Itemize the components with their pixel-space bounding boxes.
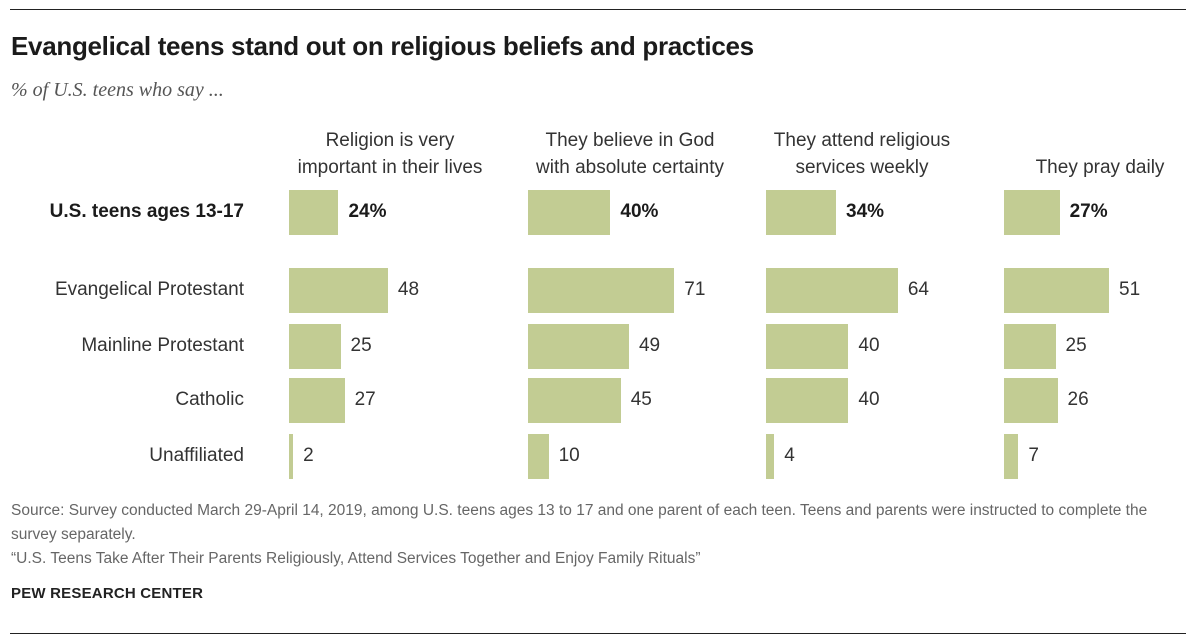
row-label: Evangelical Protestant: [54, 279, 244, 300]
bar: [1004, 378, 1058, 423]
data-label: 24%: [348, 201, 387, 222]
bar: [1004, 268, 1110, 313]
data-label: 7: [1028, 445, 1039, 466]
data-label: 27%: [1069, 201, 1108, 222]
bar: [1004, 190, 1060, 235]
data-label: 40: [858, 335, 880, 356]
data-label: 4: [784, 445, 795, 466]
data-label: 40: [858, 389, 880, 410]
column-header-2: They believe in God with absolute certai…: [536, 130, 724, 178]
data-label: 40%: [620, 201, 659, 222]
column-header-3: They attend religious services weekly: [773, 130, 951, 178]
data-label: 2: [303, 445, 314, 466]
data-label: 25: [1065, 335, 1087, 356]
data-label: 71: [684, 279, 706, 300]
row-label: Catholic: [175, 389, 244, 410]
bar: [1004, 324, 1056, 369]
bar: [289, 324, 341, 369]
bar: [766, 268, 898, 313]
report-title: “U.S. Teens Take After Their Parents Rel…: [11, 550, 701, 567]
data-label: 51: [1119, 279, 1141, 300]
bottom-rule: [10, 633, 1186, 634]
data-label: 34%: [846, 201, 885, 222]
data-label: 45: [630, 389, 652, 410]
column-header-1: Religion is very important in their live…: [297, 130, 483, 178]
bar: [528, 190, 611, 235]
column-header-4: They pray daily: [1035, 157, 1165, 178]
data-label: 25: [350, 335, 372, 356]
bar: [766, 324, 849, 369]
bar: [766, 190, 837, 235]
source-note: Source: Survey conducted March 29-April …: [11, 499, 1181, 571]
bar: [766, 434, 775, 479]
row-label: Mainline Protestant: [81, 335, 244, 356]
bar: [289, 434, 294, 479]
bar: [528, 378, 621, 423]
data-label: 49: [638, 335, 661, 356]
data-label: 64: [907, 279, 929, 300]
bar: [289, 190, 339, 235]
bar: [289, 268, 388, 313]
row-label: U.S. teens ages 13-17: [49, 201, 244, 222]
brand-label: PEW RESEARCH CENTER: [11, 585, 204, 602]
data-label: 26: [1067, 389, 1089, 410]
data-label: 10: [558, 445, 580, 466]
chart-subtitle: % of U.S. teens who say ...: [11, 79, 224, 101]
bar: [1004, 434, 1019, 479]
chart-title: Evangelical teens stand out on religious…: [11, 31, 754, 61]
top-rule: [10, 9, 1186, 10]
data-label: 48: [397, 279, 420, 300]
source-text: Source: Survey conducted March 29-April …: [11, 502, 1148, 543]
bar: [528, 434, 549, 479]
data-label: 27: [354, 389, 376, 410]
bar: [766, 378, 849, 423]
bar: [528, 324, 629, 369]
bar: [289, 378, 345, 423]
row-label: Unaffiliated: [149, 445, 244, 466]
bar: [528, 268, 675, 313]
